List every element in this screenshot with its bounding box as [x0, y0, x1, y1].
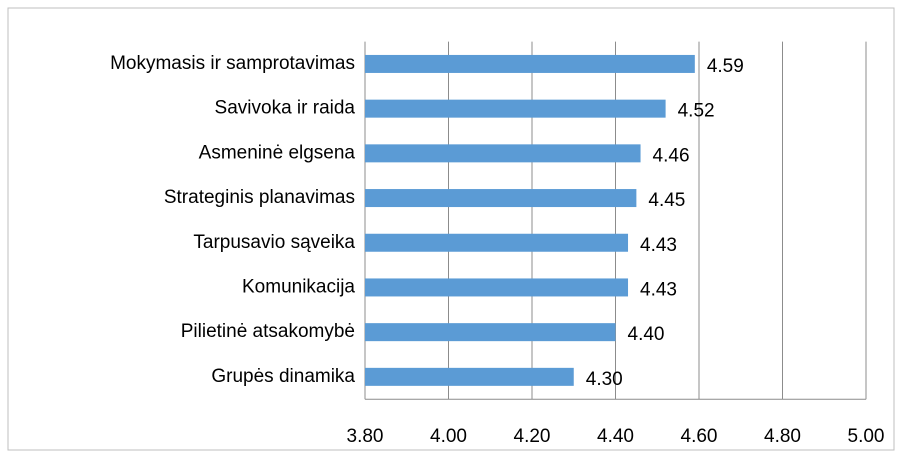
- x-tick-label: 4.00: [430, 426, 467, 447]
- value-label: 4.40: [628, 324, 665, 345]
- value-label: 4.45: [648, 190, 685, 211]
- value-label: 4.43: [640, 279, 677, 300]
- value-label: 4.59: [707, 56, 744, 77]
- value-label: 4.52: [678, 101, 715, 122]
- x-tick-label: 4.60: [681, 426, 718, 447]
- x-tick-label: 4.20: [514, 426, 551, 447]
- x-tick-label: 5.00: [848, 426, 885, 447]
- y-tick-label: Tarpusavio sąveika: [193, 232, 355, 253]
- bar: [365, 323, 616, 342]
- bar: [365, 99, 666, 118]
- x-tick-label: 4.80: [764, 426, 801, 447]
- value-label: 4.30: [586, 369, 623, 390]
- bar: [365, 367, 574, 386]
- y-tick-label: Grupės dinamika: [211, 366, 355, 387]
- y-tick-label: Strateginis planavimas: [164, 187, 355, 208]
- y-tick-label: Mokymasis ir samprotavimas: [110, 53, 355, 74]
- y-tick-label: Savivoka ir raida: [215, 98, 356, 119]
- bar: [365, 233, 629, 252]
- value-label: 4.46: [653, 145, 690, 166]
- x-tick-label: 4.40: [597, 426, 634, 447]
- bar: [365, 54, 695, 73]
- bar: [365, 144, 641, 163]
- y-tick-label: Pilietinė atsakomybė: [181, 321, 355, 342]
- bar: [365, 278, 629, 297]
- value-label: 4.43: [640, 235, 677, 256]
- bar: [365, 189, 637, 208]
- y-tick-label: Asmeninė elgsena: [199, 142, 356, 163]
- x-tick-label: 3.80: [347, 426, 384, 447]
- y-tick-label: Komunikacija: [242, 276, 355, 297]
